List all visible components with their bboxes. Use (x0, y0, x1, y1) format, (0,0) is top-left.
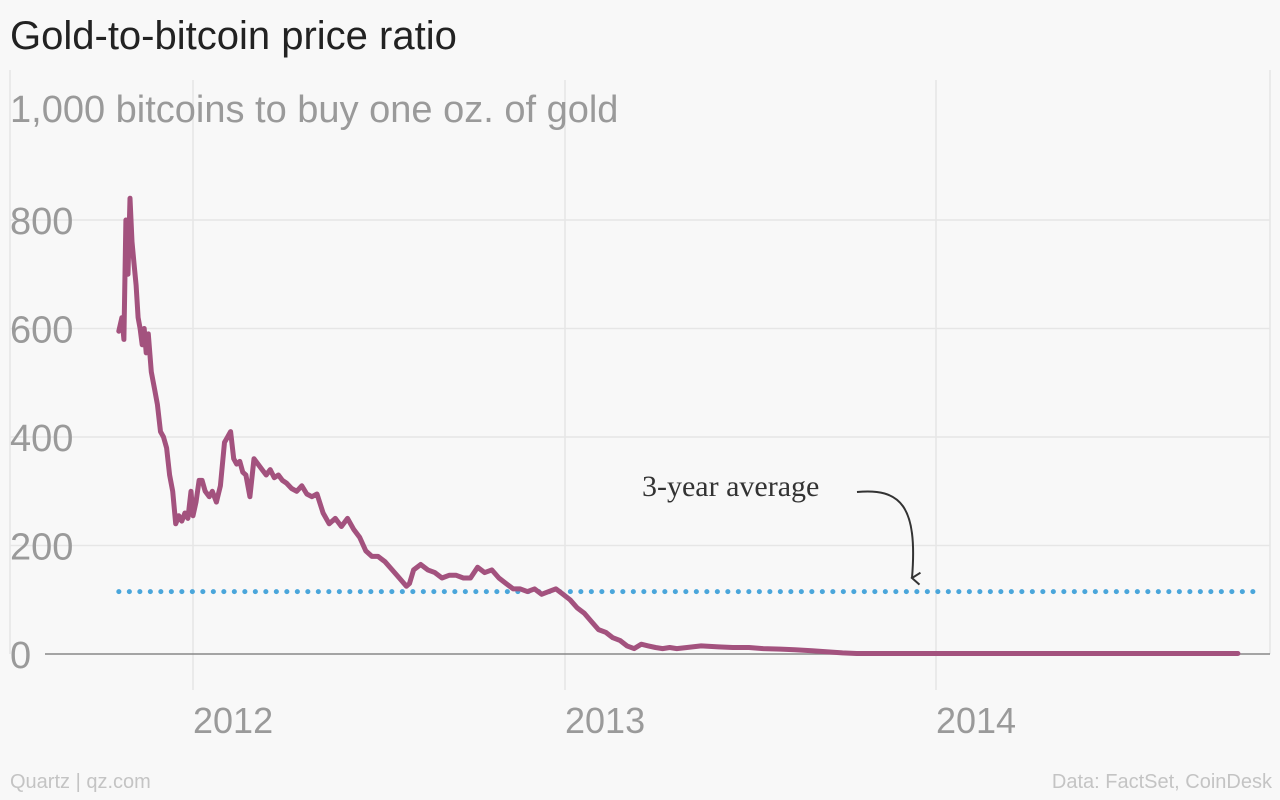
annotation: 3-year average (642, 470, 921, 586)
chart-subtitle: 1,000 bitcoins to buy one oz. of gold (10, 89, 618, 131)
y-tick-label: 800 (10, 201, 73, 243)
annotation-arrow (856, 490, 921, 586)
x-tick-label: 2014 (936, 700, 1016, 741)
x-tick-label: 2012 (193, 700, 273, 741)
y-tick-label: 200 (10, 527, 73, 569)
source-credit: Quartz | qz.com (10, 771, 151, 793)
grid (9, 70, 1271, 690)
x-tick-label: 2013 (565, 700, 645, 741)
y-tick-label: 0 (10, 635, 31, 677)
y-tick-label: 400 (10, 418, 73, 460)
chart-title: Gold-to-bitcoin price ratio (10, 14, 457, 58)
average-annotation-label: 3-year average (642, 470, 819, 503)
axes: 0 200 400 600 800 2012 2013 2014 (10, 201, 1270, 741)
series-layer (116, 195, 1241, 656)
data-source: Data: FactSet, CoinDesk (1051, 771, 1272, 793)
series-line (116, 195, 1241, 656)
y-tick-label: 600 (10, 310, 73, 352)
